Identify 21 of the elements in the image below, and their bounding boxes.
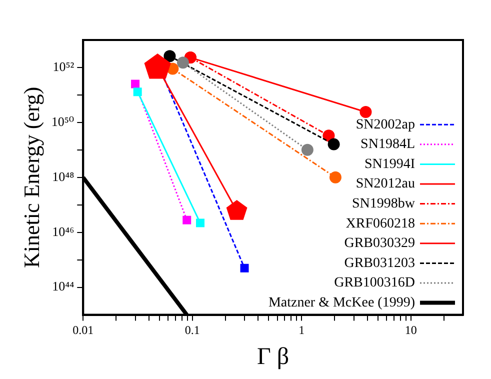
y-tick-label: 10⁵² (52, 58, 74, 74)
y-tick-label: 10⁴⁴ (52, 278, 75, 294)
x-tick-label: 10 (404, 323, 417, 338)
legend-label: GRB031203 (344, 256, 415, 271)
x-axis-title: Γ β (257, 344, 290, 370)
y-axis-title: Kinetic Energy (erg) (18, 86, 44, 268)
legend-label: GRB100316D (334, 276, 415, 291)
legend-label: XRF060218 (346, 216, 415, 232)
y-tick-label: 10⁴⁸ (52, 168, 75, 184)
legend-label: SN1994I (364, 156, 416, 172)
y-tick-label: 10⁵⁰ (51, 114, 74, 129)
y-tick-label: 10⁴⁶ (52, 224, 74, 239)
legend-label: SN2012au (356, 176, 415, 192)
legend-label: SN1984L (360, 137, 415, 152)
legend-label: Matzner & McKee (1999) (268, 295, 416, 310)
legend-label: SN2002ap (356, 117, 415, 132)
x-tick-label: 1 (298, 323, 305, 338)
legend-label: GRB030329 (344, 236, 415, 252)
x-tick-label: 0.01 (72, 323, 94, 338)
x-tick-label: 0.1 (184, 323, 200, 338)
legend-label: SN1998bw (352, 196, 416, 212)
